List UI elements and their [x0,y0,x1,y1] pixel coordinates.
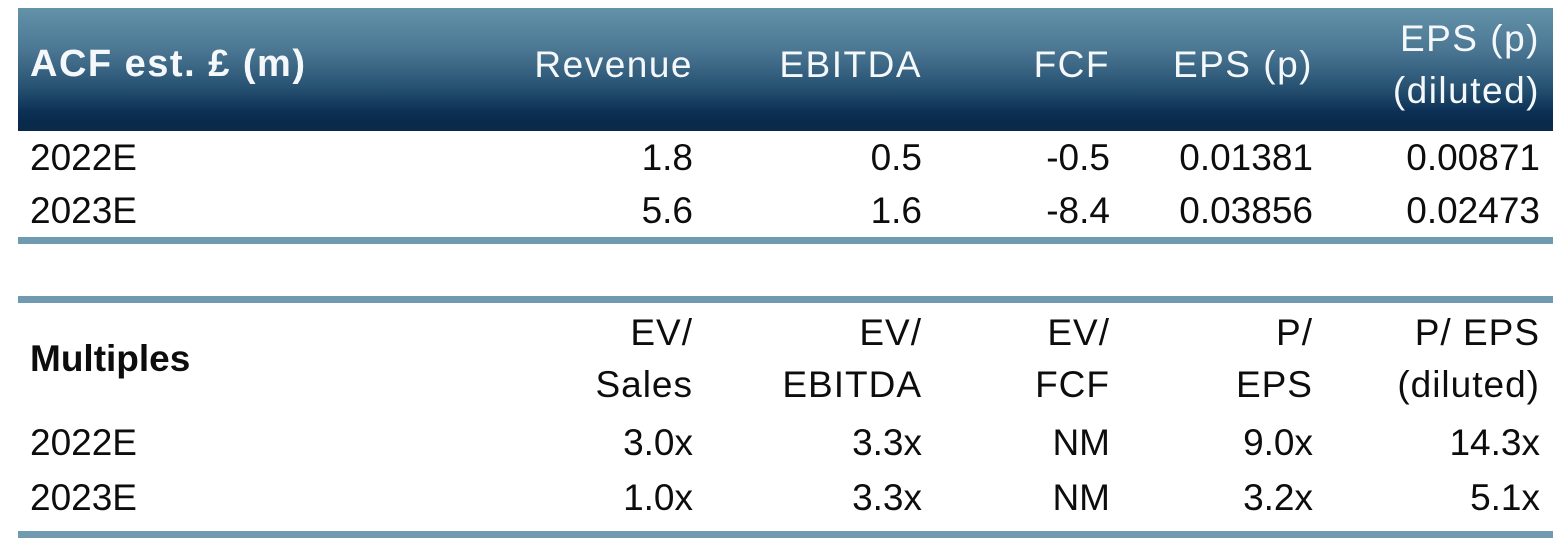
col-header-ev-sales-line1: EV/ [630,312,693,353]
cell-ev-sales-2023e: 1.0x [623,476,693,518]
cell-revenue-2023e: 5.6 [641,189,693,231]
col-header-ebitda: EBITDA [779,43,922,85]
col-header-ev-fcf-line1: EV/ [1047,312,1110,353]
cell-ev-ebitda-2022e: 3.3x [852,421,922,463]
col-header-p-eps-line1: P/ [1276,312,1313,353]
multiples-title: Multiples [30,338,191,379]
cell-ev-fcf-2022e: NM [1052,421,1110,463]
cell-eps-2023e: 0.03856 [1179,189,1313,231]
cell-ev-fcf-2023e: NM [1052,476,1110,518]
cell-eps-diluted-2023e: 0.02473 [1406,189,1540,231]
col-header-ev-fcf-line2: FCF [1035,364,1110,405]
multiples-header-row: Multiples EV/ Sales EV/ EBITDA EV/ FCF P… [18,303,1553,415]
multiples-row-2022e: 2022E 3.0x 3.3x NM 9.0x 14.3x [18,415,1553,470]
col-header-p-eps-line2: EPS [1235,364,1313,405]
section-divider-bottom [18,296,1553,303]
cell-p-eps-diluted-2023e: 5.1x [1470,476,1540,518]
cell-ebitda-2022e: 0.5 [870,136,922,178]
cell-fcf-2022e: -0.5 [1046,136,1110,178]
section-divider-top [18,237,1553,244]
estimates-header-row: ACF est. £ (m) Revenue EBITDA FCF EPS (p… [18,8,1553,131]
multiples-row-2023e: 2023E 1.0x 3.3x NM 3.2x 5.1x [18,470,1553,525]
col-header-revenue: Revenue [534,43,693,85]
estimates-title: ACF est. £ (m) [30,43,307,85]
col-header-ev-ebitda-line2: EBITDA [782,364,922,405]
cell-eps-2022e: 0.01381 [1179,136,1313,178]
col-header-fcf: FCF [1033,43,1110,85]
row-label: 2023E [30,476,137,518]
section-gap [18,244,1553,296]
cell-ev-sales-2022e: 3.0x [623,421,693,463]
col-header-ev-sales: EV/ Sales [378,307,693,411]
estimates-row-2023e: 2023E 5.6 1.6 -8.4 0.03856 0.02473 [18,184,1553,237]
cell-eps-diluted-2022e: 0.00871 [1406,136,1540,178]
bottom-gap [18,525,1553,531]
col-header-ev-ebitda-line1: EV/ [859,312,922,353]
col-header-eps-diluted-line2: (diluted) [1392,69,1540,111]
estimates-and-multiples-table: ACF est. £ (m) Revenue EBITDA FCF EPS (p… [18,8,1553,538]
col-header-eps-diluted: EPS (p) (diluted) [1313,13,1553,117]
col-header-p-eps-diluted: P/ EPS (diluted) [1313,307,1553,411]
col-header-eps-diluted-line1: EPS (p) [1399,17,1540,59]
col-header-eps: EPS (p) [1172,43,1313,85]
col-header-ev-ebitda: EV/ EBITDA [693,307,922,411]
cell-fcf-2023e: -8.4 [1046,189,1110,231]
cell-p-eps-diluted-2022e: 14.3x [1449,421,1540,463]
row-label: 2022E [30,136,137,178]
cell-p-eps-2023e: 3.2x [1243,476,1313,518]
cell-p-eps-2022e: 9.0x [1243,421,1313,463]
cell-ev-ebitda-2023e: 3.3x [852,476,922,518]
col-header-ev-fcf: EV/ FCF [922,307,1110,411]
row-label: 2022E [30,421,137,463]
col-header-p-eps: P/ EPS [1110,307,1313,411]
cell-revenue-2022e: 1.8 [641,136,693,178]
table-bottom-divider [18,531,1553,538]
col-header-ev-sales-line2: Sales [595,364,693,405]
row-label: 2023E [30,189,137,231]
col-header-p-eps-diluted-line2: (diluted) [1397,364,1540,405]
cell-ebitda-2023e: 1.6 [870,189,922,231]
estimates-row-2022e: 2022E 1.8 0.5 -0.5 0.01381 0.00871 [18,131,1553,184]
col-header-p-eps-diluted-line1: P/ EPS [1414,312,1540,353]
